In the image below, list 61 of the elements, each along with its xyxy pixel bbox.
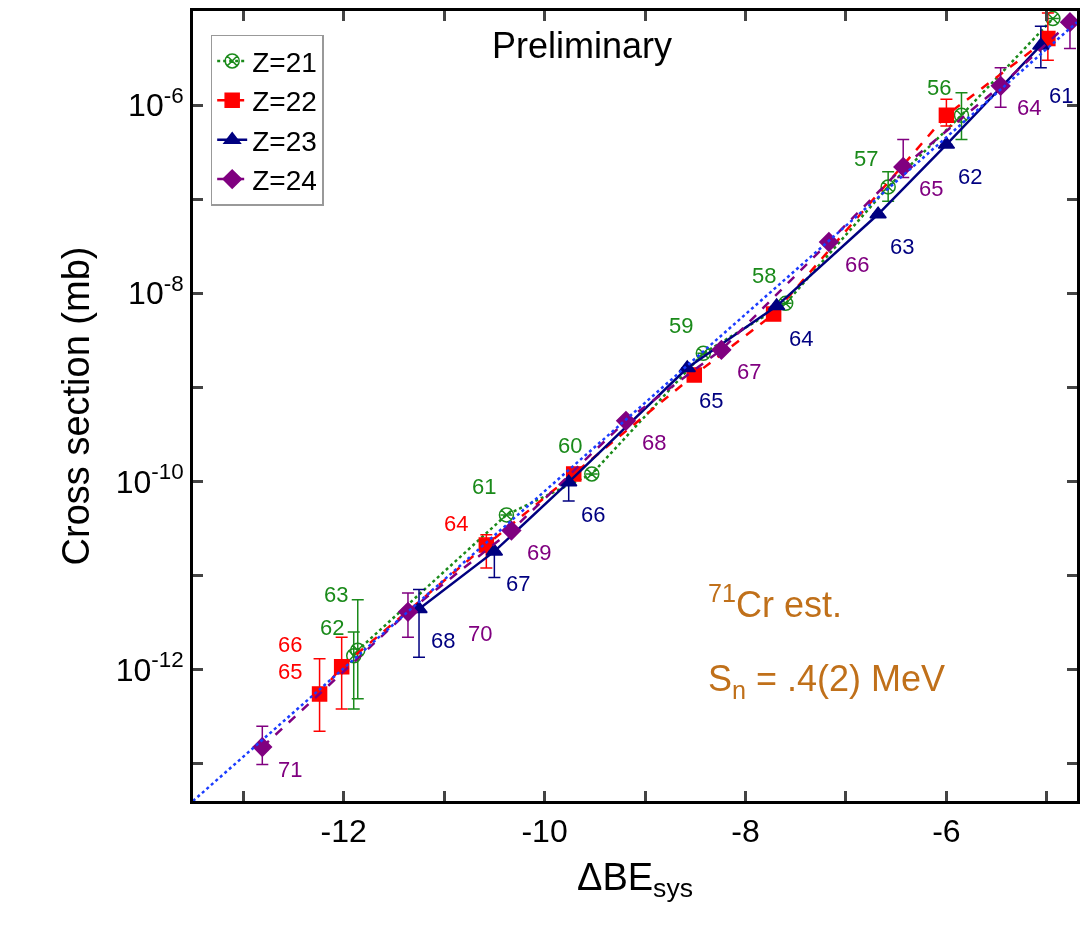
legend-label: Z=24 <box>252 165 317 197</box>
annotation: 67 <box>737 359 762 384</box>
point <box>778 295 794 312</box>
y-tick-label: 10$^{-6}$ <box>128 82 184 124</box>
point <box>880 179 896 195</box>
point <box>498 507 515 523</box>
annotation: 66 <box>845 252 870 277</box>
annotation: 68 <box>431 628 456 653</box>
legend-label: Z=23 <box>252 125 317 157</box>
annotation: 63 <box>324 582 349 607</box>
annotation: Preliminary <box>492 25 673 66</box>
point <box>869 206 887 219</box>
point <box>695 345 712 361</box>
x-axis-title: ΔBE$_{sys}$ <box>577 855 693 904</box>
point <box>501 520 522 541</box>
annotation: $^{71}$Cr est. <box>708 579 843 626</box>
annotation: 66 <box>581 502 606 527</box>
x-tick-label: -8 <box>731 813 760 850</box>
point <box>711 340 732 360</box>
annotation: 65 <box>919 176 944 201</box>
annotation: 66 <box>278 632 303 657</box>
annotation: 65 <box>699 388 724 413</box>
annotation: 67 <box>506 571 531 596</box>
annotation: 60 <box>558 433 583 458</box>
legend-label: Z=22 <box>252 86 317 118</box>
y-axis-title: Cross section (mb) <box>54 246 97 566</box>
annotation: 59 <box>669 313 694 338</box>
annotation: 57 <box>854 146 879 171</box>
point <box>1045 10 1061 27</box>
point <box>938 107 955 123</box>
annotation: 58 <box>752 263 777 288</box>
annotation: 63 <box>890 234 915 259</box>
point <box>584 466 600 482</box>
annotation: 65 <box>278 659 303 684</box>
point <box>1060 12 1080 33</box>
point <box>252 737 273 757</box>
x-tick-label: -12 <box>320 813 367 850</box>
annotation: 62 <box>958 164 983 189</box>
y-tick-label: 10$^{-10}$ <box>115 459 184 500</box>
annotation: 64 <box>1017 95 1042 120</box>
annotation: 68 <box>642 430 667 455</box>
annotation: 71 <box>278 757 303 782</box>
point <box>398 602 418 622</box>
annotation: 64 <box>789 326 814 351</box>
point <box>953 107 970 123</box>
point <box>990 76 1011 96</box>
x-tick-label: -10 <box>521 813 568 850</box>
y-tick-label: 10$^{-8}$ <box>128 270 184 312</box>
annotation: 69 <box>527 540 552 565</box>
point <box>893 157 914 177</box>
legend-label: Z=21 <box>252 46 317 78</box>
point <box>819 232 839 252</box>
annotation: S$_{n}$ = .4(2) MeV <box>708 658 946 704</box>
annotation: 62 <box>320 615 345 640</box>
annotation: 70 <box>468 621 493 646</box>
y-tick-label: 10$^{-12}$ <box>115 647 184 688</box>
annotation: 64 <box>444 511 469 536</box>
annotation: 61 <box>472 474 497 499</box>
x-tick-label: -6 <box>932 813 961 850</box>
annotation: 56 <box>927 75 952 100</box>
annotation: 61 <box>1049 83 1074 108</box>
